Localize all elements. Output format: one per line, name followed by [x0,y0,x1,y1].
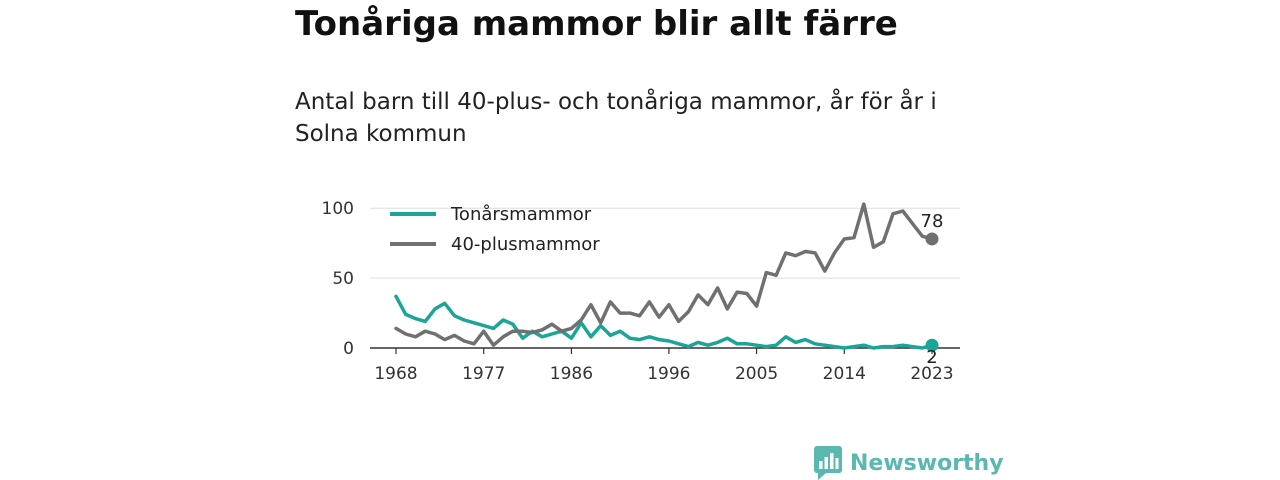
brand-name: Newsworthy [850,450,1004,476]
chart-subtitle: Antal barn till 40-plus- och tonåriga ma… [295,89,937,147]
x-tick-label: 2014 [823,364,866,384]
y-tick-label: 0 [343,339,354,359]
brand-logo: Newsworthy [814,446,1004,480]
series-line [394,202,934,347]
newsworthy-logo-icon [814,446,842,480]
x-tick-label: 1968 [374,364,417,384]
series-end-point [925,338,939,352]
legend-label: 40-plusmammor [451,234,600,255]
end-value-label: 2 [926,347,937,368]
y-tick-label: 50 [332,269,354,289]
x-tick-label: 2005 [735,364,778,384]
legend-label: Tonårsmammor [450,204,592,225]
x-tick-label: 2023 [910,364,953,384]
y-tick-label: 100 [322,199,354,219]
end-value-label: 78 [921,211,944,232]
series-end-point [925,232,939,246]
chart-title: Tonåriga mammor blir allt färre [295,4,898,44]
series-line [394,294,934,350]
x-tick-label: 1996 [647,364,690,384]
x-tick-label: 1986 [550,364,593,384]
x-tick-label: 1977 [462,364,505,384]
